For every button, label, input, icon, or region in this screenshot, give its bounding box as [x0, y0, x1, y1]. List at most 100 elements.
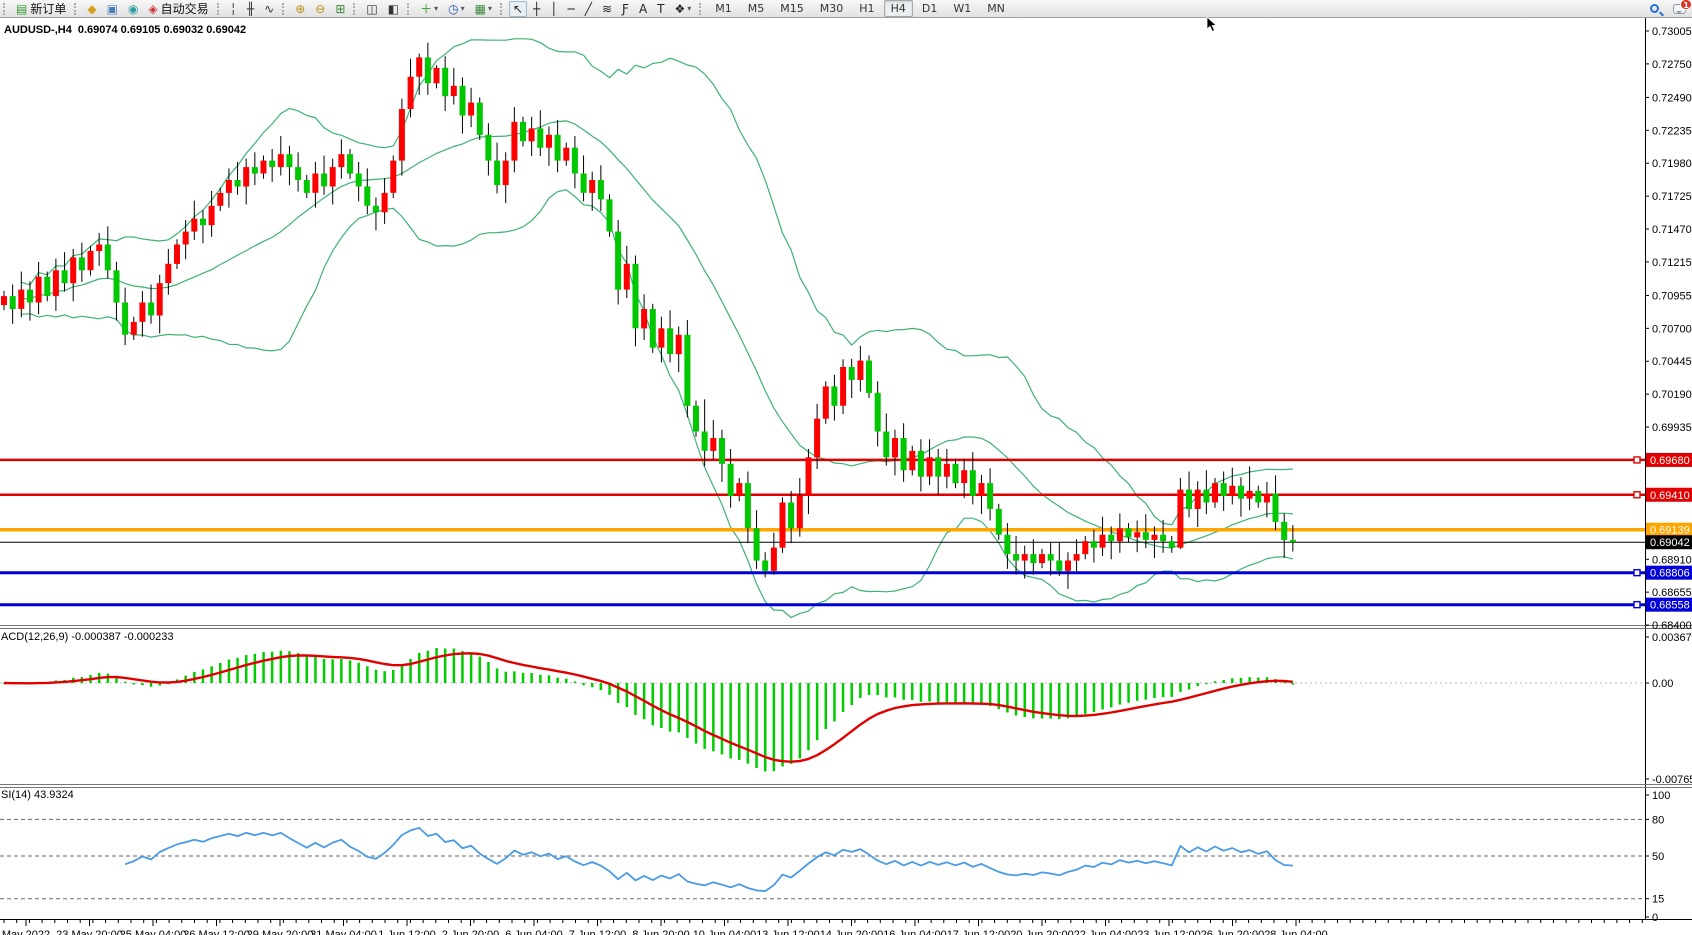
- timeframe-W1-button[interactable]: W1: [953, 2, 972, 15]
- auto-scroll-icon: ◫: [366, 1, 378, 16]
- zoom-out-icon: ⊖: [315, 1, 326, 16]
- trendline-icon[interactable]: ╱: [581, 1, 596, 17]
- timeframe-M5-button[interactable]: M5: [747, 2, 765, 15]
- chart-shift-icon[interactable]: ◧: [384, 1, 403, 17]
- price-tick-label: 0.68655: [1652, 587, 1692, 599]
- new-order-button[interactable]: ▤ 新订单: [12, 1, 70, 17]
- time-label: 7 Jun 12:00: [569, 929, 627, 935]
- chat-icon[interactable]: 1: [1673, 0, 1692, 14]
- timeframe-M15-button[interactable]: M15: [780, 2, 804, 15]
- toolbar-grip: [499, 2, 504, 15]
- toolbar-grip: [407, 2, 411, 15]
- line-chart-icon: ∿: [264, 1, 275, 16]
- rsi-pane[interactable]: [0, 818, 1645, 900]
- price-box-0.69410: [1646, 487, 1692, 502]
- tile-windows-icon[interactable]: ⊞: [331, 1, 349, 17]
- time-label: 28 Jun 04:00: [1264, 929, 1328, 935]
- price-box-0.68558: [1646, 597, 1692, 612]
- toolbar-grip: [353, 2, 357, 15]
- price-tick-label: 0.72235: [1652, 125, 1692, 137]
- main-toolbar: ▤ 新订单 ◆ ▣ ◉ ◈ 自动交易 ╎ ╫ ∿ ⊕ ⊖ ⊞ ◫ ◧ ＋ ▾ ◷ ▾ ▦ ▾ ↖ ┼ │ ─ ╱ ≋ Ƒ A T ❖ ▾ M1 M…: [0, 0, 1692, 18]
- toolbar-grip: [282, 2, 286, 15]
- vertical-line-icon[interactable]: │: [546, 1, 561, 17]
- horizontal-line-icon[interactable]: ─: [564, 1, 579, 17]
- autotrading-button[interactable]: ◈ 自动交易: [144, 1, 212, 17]
- price-box-label: 0.68806: [1650, 568, 1690, 580]
- time-label: 14 Jun 20:00: [820, 929, 884, 935]
- main-pane[interactable]: [0, 38, 1645, 619]
- time-label: 20 Jun 20:00: [1010, 929, 1074, 935]
- timeframe-MN-button[interactable]: MN: [987, 2, 1005, 15]
- hline-marker[interactable]: [1633, 491, 1641, 499]
- horizontal-lines[interactable]: [0, 456, 1645, 609]
- search-icon[interactable]: [1650, 4, 1659, 13]
- macd-indicator-label: ACD(12,26,9) -0.000387 -0.000233: [1, 631, 174, 643]
- hline-marker[interactable]: [1633, 456, 1641, 464]
- new-order-icon: ▤: [16, 1, 28, 16]
- time-label: 13 Jun 12:00: [756, 929, 820, 935]
- candlestick-chart-icon: ╫: [246, 1, 255, 16]
- notification-badge: 1: [1680, 0, 1692, 10]
- hline-marker[interactable]: [1633, 600, 1641, 609]
- price-tick-label: 0.70445: [1652, 356, 1692, 368]
- navigator-icon: ◉: [127, 1, 139, 16]
- price-box-label: 0.68558: [1650, 600, 1690, 612]
- periods-icon[interactable]: ◷ ▾: [444, 1, 469, 17]
- autotrading-label: 自动交易: [160, 2, 209, 16]
- rsi-axis-label: 50: [1652, 851, 1664, 863]
- time-label: 25 May 04:00: [120, 929, 187, 935]
- zoom-in-icon[interactable]: ⊕: [291, 1, 309, 17]
- timeframe-D1-button[interactable]: D1: [921, 2, 938, 15]
- text-label-icon: T: [657, 1, 665, 16]
- rsi-line: [124, 827, 1293, 892]
- timeframe-H4-button[interactable]: H4: [883, 0, 913, 17]
- data-window-icon[interactable]: ▣: [103, 1, 122, 17]
- line-chart-icon[interactable]: ∿: [260, 1, 278, 17]
- hline-marker[interactable]: [1633, 568, 1641, 577]
- macd-pane[interactable]: [0, 648, 1645, 772]
- market-watch-icon[interactable]: ◆: [83, 1, 100, 17]
- cursor-icon[interactable]: ↖: [508, 0, 528, 17]
- price-tick-label: 0.68400: [1652, 620, 1692, 632]
- arrows-tool-icon[interactable]: ❖ ▾: [671, 1, 696, 17]
- price-box-0.69680: [1646, 452, 1692, 467]
- text-label-icon[interactable]: T: [653, 1, 668, 17]
- templates-dropdown-arrow[interactable]: ▾: [487, 4, 492, 13]
- periods-dropdown-arrow[interactable]: ▾: [460, 4, 465, 13]
- auto-scroll-icon[interactable]: ◫: [362, 1, 381, 17]
- zoom-out-icon[interactable]: ⊖: [311, 1, 329, 17]
- time-label: 26 Jun 20:00: [1201, 929, 1265, 935]
- fibonacci-icon[interactable]: Ƒ: [618, 1, 633, 17]
- chart-frame: [0, 18, 1692, 920]
- price-tick-label: 0.70190: [1652, 389, 1692, 401]
- candles-layer: [1, 42, 1296, 589]
- timeframe-M1-button[interactable]: M1: [715, 2, 732, 15]
- time-label: 23 May 20:00: [56, 929, 123, 935]
- arrows-tool-dropdown-arrow[interactable]: ▾: [687, 4, 692, 13]
- trendline-icon: ╱: [584, 1, 592, 16]
- time-label: May 2022: [2, 929, 50, 935]
- macd-histogram: [2, 648, 1295, 772]
- toolbar-grip: [74, 2, 78, 15]
- bar-chart-icon[interactable]: ╎: [226, 1, 241, 17]
- price-tick-label: 0.71725: [1652, 191, 1692, 203]
- crosshair-icon[interactable]: ┼: [529, 1, 544, 17]
- candlestick-chart-icon[interactable]: ╫: [243, 1, 258, 17]
- timeframe-H1-button[interactable]: H1: [859, 2, 875, 15]
- time-label: 6 Jun 04:00: [505, 929, 563, 935]
- rsi-axis-label: 15: [1652, 894, 1664, 906]
- text-icon[interactable]: A: [635, 1, 651, 17]
- timeframe-M30-button[interactable]: M30: [819, 2, 844, 15]
- templates-icon[interactable]: ▦ ▾: [471, 1, 496, 17]
- autotrading-icon: ◈: [148, 1, 158, 16]
- price-box-0.69042: [1646, 535, 1692, 550]
- indicators-icon[interactable]: ＋ ▾: [416, 1, 442, 17]
- time-label: 2 Jun 20:00: [442, 929, 500, 935]
- navigator-icon[interactable]: ◉: [124, 1, 142, 17]
- equidistant-channel-icon[interactable]: ≋: [598, 1, 616, 17]
- indicators-dropdown-arrow[interactable]: ▾: [434, 4, 439, 13]
- macd-axis-label: 0.00: [1652, 678, 1673, 690]
- vertical-line-icon: │: [550, 1, 558, 16]
